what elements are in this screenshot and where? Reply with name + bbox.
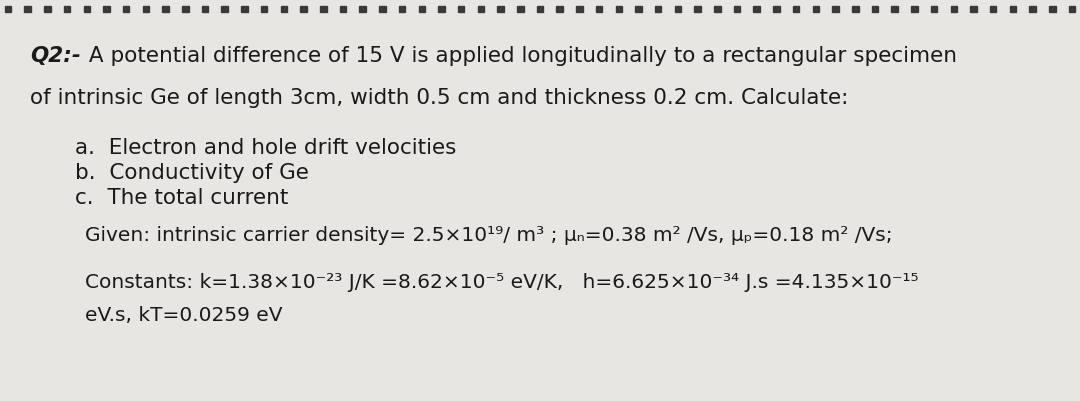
Bar xyxy=(498,6,504,12)
Bar xyxy=(675,6,681,12)
Bar xyxy=(202,6,208,12)
Bar xyxy=(912,6,918,12)
Bar xyxy=(1010,6,1016,12)
Bar xyxy=(616,6,622,12)
Bar xyxy=(931,6,937,12)
Bar xyxy=(281,6,287,12)
Bar xyxy=(576,6,582,12)
Bar xyxy=(1049,6,1055,12)
Bar xyxy=(1069,6,1076,12)
Bar xyxy=(104,6,110,12)
Text: Constants: k=1.38×10⁻²³ J/K =8.62×10⁻⁵ eV/K,   h=6.625×10⁻³⁴ J.s =4.135×10⁻¹⁵: Constants: k=1.38×10⁻²³ J/K =8.62×10⁻⁵ e… xyxy=(85,273,919,292)
Bar xyxy=(123,6,130,12)
Bar xyxy=(44,6,51,12)
Bar xyxy=(241,6,247,12)
Text: a.  Electron and hole drift velocities: a. Electron and hole drift velocities xyxy=(75,138,457,158)
Bar xyxy=(654,6,661,12)
Bar xyxy=(714,6,720,12)
Bar xyxy=(340,6,347,12)
Text: b.  Conductivity of Ge: b. Conductivity of Ge xyxy=(75,163,309,183)
Bar xyxy=(773,6,780,12)
Text: c.  The total current: c. The total current xyxy=(75,188,288,208)
Bar xyxy=(25,6,31,12)
Bar xyxy=(970,6,976,12)
Bar xyxy=(517,6,524,12)
Bar xyxy=(162,6,168,12)
Bar xyxy=(694,6,701,12)
Bar xyxy=(1029,6,1036,12)
Bar xyxy=(221,6,228,12)
Bar xyxy=(183,6,189,12)
Bar xyxy=(458,6,464,12)
Bar xyxy=(419,6,426,12)
Bar xyxy=(143,6,149,12)
Bar xyxy=(4,6,11,12)
Bar xyxy=(83,6,90,12)
Bar xyxy=(733,6,740,12)
Bar xyxy=(537,6,543,12)
Bar xyxy=(596,6,603,12)
Bar xyxy=(399,6,405,12)
Bar xyxy=(64,6,70,12)
Bar xyxy=(833,6,839,12)
Bar xyxy=(872,6,878,12)
Bar xyxy=(438,6,445,12)
Bar xyxy=(360,6,366,12)
Bar xyxy=(812,6,819,12)
Text: A potential difference of 15 V is applied longitudinally to a rectangular specim: A potential difference of 15 V is applie… xyxy=(82,46,957,66)
Bar xyxy=(261,6,268,12)
Bar xyxy=(300,6,307,12)
Bar xyxy=(990,6,997,12)
Bar xyxy=(379,6,386,12)
Bar xyxy=(793,6,799,12)
Bar xyxy=(320,6,326,12)
Bar xyxy=(635,6,642,12)
Text: Given: intrinsic carrier density= 2.5×10¹⁹/ m³ ; μₙ=0.38 m² /Vs, μₚ=0.18 m² /Vs;: Given: intrinsic carrier density= 2.5×10… xyxy=(85,226,893,245)
Bar xyxy=(950,6,957,12)
Text: Q2:-: Q2:- xyxy=(30,46,81,66)
Bar xyxy=(556,6,563,12)
Bar xyxy=(477,6,484,12)
Text: eV.s, kT=0.0259 eV: eV.s, kT=0.0259 eV xyxy=(85,306,283,325)
Text: of intrinsic Ge of length 3cm, width 0.5 cm and thickness 0.2 cm. Calculate:: of intrinsic Ge of length 3cm, width 0.5… xyxy=(30,88,849,108)
Bar xyxy=(754,6,760,12)
Bar xyxy=(891,6,897,12)
Bar xyxy=(852,6,859,12)
